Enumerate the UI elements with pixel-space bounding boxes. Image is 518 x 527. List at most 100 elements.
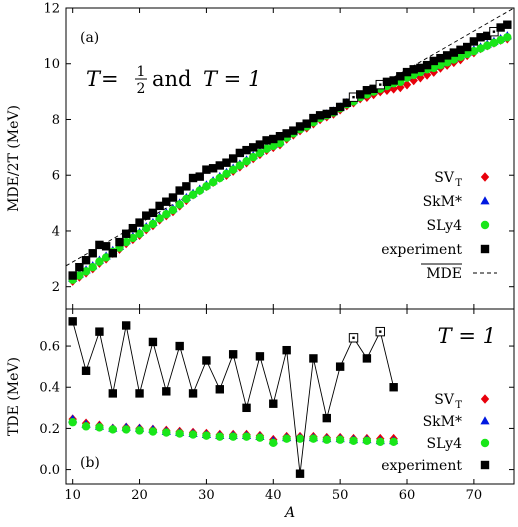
data-point [108,425,118,434]
data-point [282,345,291,355]
data-point [369,84,378,94]
y-axis-title: MDE/2T (MeV) [6,105,22,212]
data-point [249,152,258,162]
data-point [269,438,278,448]
data-point [389,437,398,446]
data-point [215,385,224,394]
legend-marker-triangle [480,196,490,205]
data-point [295,434,305,443]
data-point [242,432,251,441]
series-sly4 [68,418,398,448]
data-point [269,141,278,151]
data-point [155,214,164,223]
data-point [282,129,291,138]
data-point [249,143,258,152]
data-point [222,169,231,179]
annotation-and: and [152,67,192,91]
data-point [255,140,265,149]
legend-label: SLy4 [427,436,463,452]
data-point [309,354,318,363]
data-point [202,356,211,365]
y-tick-label: 10 [43,57,60,72]
legend-marker-circle [480,220,490,230]
annotation-T-equals-1: T = 1 [203,67,261,91]
x-tick-label: 30 [198,488,215,503]
x-tick-label: 60 [399,488,416,503]
data-point [155,201,164,211]
data-point [289,126,298,135]
legend-marker-diamond [480,172,490,182]
data-point [162,387,171,396]
data-point [469,37,479,46]
data-point [416,63,425,73]
data-point [462,49,472,59]
y-tick-label: 8 [52,113,60,128]
data-point [469,46,479,56]
data-point [195,186,204,195]
data-point [95,327,104,336]
panel-label: (a) [80,30,99,46]
legend-marker-circle [480,438,490,448]
data-point [202,431,211,440]
data-point [128,223,138,233]
data-point [202,182,211,191]
data-point [255,352,265,361]
data-point [175,186,184,195]
legend-marker-square [480,460,490,470]
annotation-half-denominator: 2 [137,81,146,97]
data-point [376,437,385,446]
y-tick-label: 4 [52,224,60,239]
data-point [88,249,97,258]
data-point [302,119,311,128]
data-point [483,31,492,41]
data-point [215,432,224,441]
data-point [175,429,184,438]
data-point [108,389,118,398]
legend-marker-triangle [480,416,490,425]
data-point [95,257,104,266]
data-point [81,422,91,431]
data-point [389,76,398,85]
data-point [135,229,144,238]
x-tick-label: 10 [64,488,81,503]
experiment-connector-line [72,321,395,474]
data-point [121,229,131,238]
legend-label: SkM* [423,194,462,210]
x-tick-label: 40 [265,488,282,503]
data-point [162,197,171,206]
data-point [442,58,452,67]
data-point [75,262,84,272]
data-point [335,435,345,444]
data-point [436,60,445,70]
data-point [188,430,198,439]
data-point [309,113,318,123]
data-point [429,63,438,73]
legend-label: experiment [381,242,462,258]
data-point [88,262,97,272]
data-point [121,425,131,434]
data-point [262,144,271,153]
data-point [81,256,91,265]
y-tick-label: 0.4 [39,381,60,396]
data-point [329,106,338,116]
y-tick-label: 0.6 [39,340,60,355]
data-point [322,413,331,423]
data-point [456,52,465,61]
data-point [228,165,238,174]
data-point [362,354,372,363]
data-point [476,44,485,53]
data-point [142,223,151,233]
data-point-dot [379,83,382,86]
annotation-T: T [86,67,102,91]
x-tick-label: 70 [466,488,483,503]
data-point [81,267,91,276]
data-point [342,98,352,107]
data-point [275,132,285,141]
data-point [362,436,372,445]
legend: SV T SkM* SLy4 experiment MDE [381,170,497,282]
legend-label: SLy4 [427,218,463,234]
data-point [503,33,512,42]
series-experiment [68,20,512,280]
